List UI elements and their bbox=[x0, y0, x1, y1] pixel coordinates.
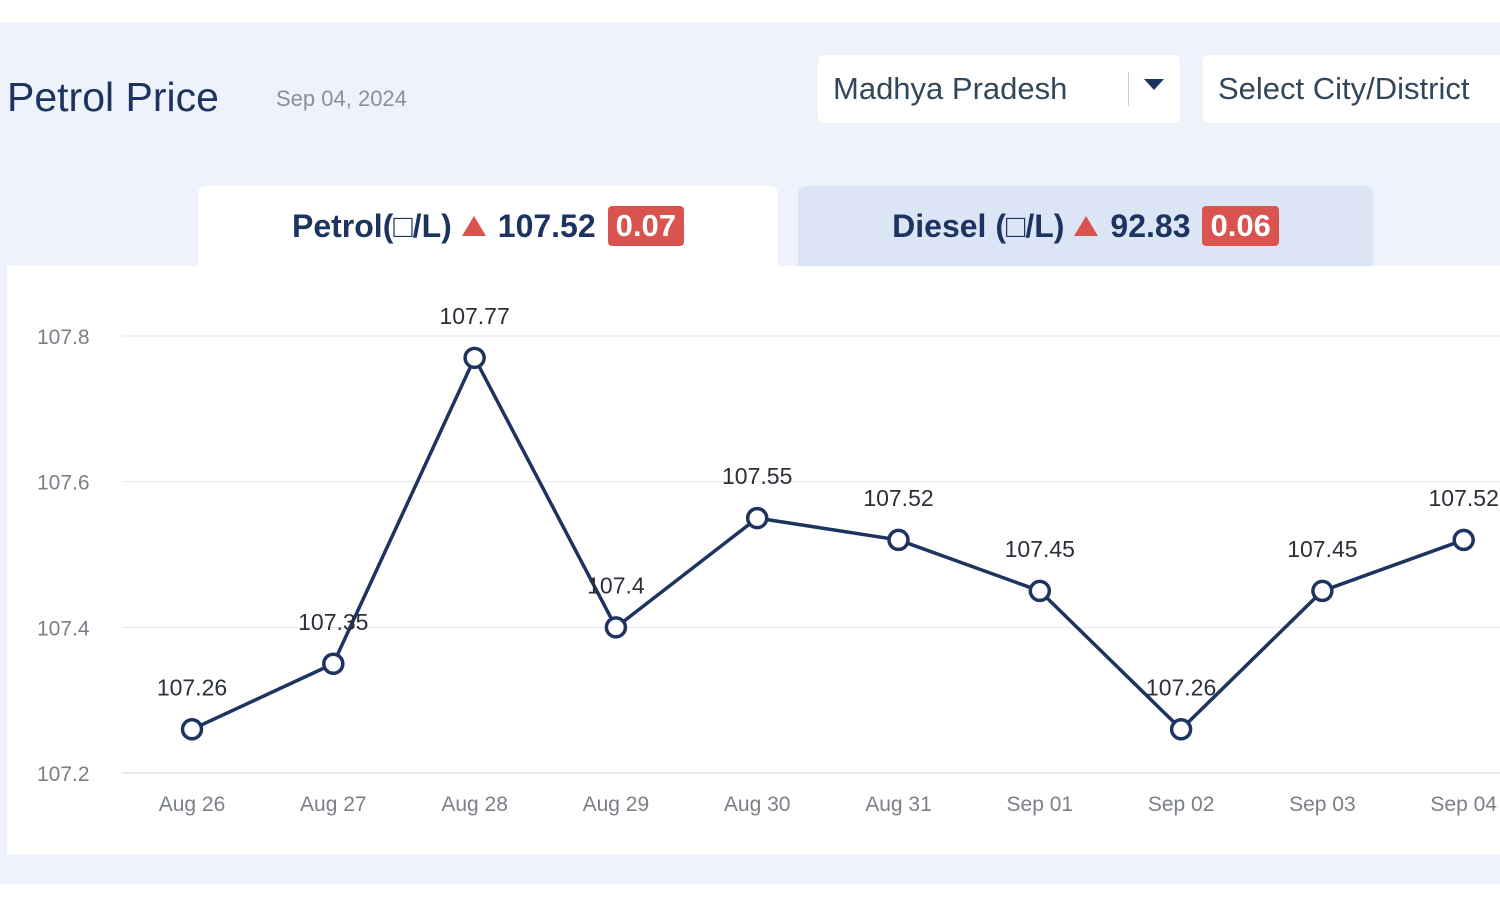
data-point bbox=[322, 652, 345, 675]
data-label: 107.52 bbox=[1429, 485, 1499, 511]
series-line bbox=[191, 356, 1465, 732]
x-tick-label: Aug 31 bbox=[865, 793, 932, 816]
x-tick-label: Aug 29 bbox=[583, 793, 650, 816]
select-divider bbox=[1128, 72, 1129, 106]
price-date: Sep 04, 2024 bbox=[276, 86, 407, 111]
x-tick-label: Aug 30 bbox=[724, 793, 791, 816]
tab-petrol-price: 107.52 bbox=[497, 207, 596, 244]
data-label: 107.35 bbox=[298, 609, 368, 635]
x-tick-label: Aug 27 bbox=[300, 793, 367, 816]
data-label: 107.4 bbox=[587, 572, 645, 598]
x-tick-label: Aug 26 bbox=[159, 793, 226, 816]
tab-petrol-change-badge: 0.07 bbox=[607, 206, 684, 246]
data-point bbox=[1169, 718, 1193, 741]
data-label: 107.52 bbox=[863, 485, 933, 511]
data-label: 107.26 bbox=[157, 674, 227, 700]
state-select-value: Madhya Pradesh bbox=[833, 71, 1068, 106]
data-label: 107.26 bbox=[1146, 674, 1216, 700]
tab-diesel-change-badge: 0.06 bbox=[1202, 206, 1279, 246]
data-point bbox=[463, 346, 486, 370]
triangle-up-icon bbox=[461, 216, 486, 236]
tab-diesel-price: 92.83 bbox=[1110, 207, 1191, 244]
x-tick-label: Sep 01 bbox=[1007, 793, 1074, 816]
data-point bbox=[604, 616, 628, 639]
data-point bbox=[745, 506, 769, 530]
x-tick-label: Sep 04 bbox=[1430, 793, 1497, 816]
data-point bbox=[887, 528, 910, 552]
price-chart-card: 107.2 107.4 107.6 107.8 Aug 26 Aug 27 Aug 28 Au… bbox=[7, 266, 1500, 854]
data-point bbox=[1452, 528, 1475, 552]
data-label: 107.45 bbox=[1005, 536, 1075, 562]
page-title: Petrol Price bbox=[7, 74, 219, 120]
tab-petrol[interactable]: Petrol(□/L) 107.52 0.07 bbox=[198, 186, 778, 266]
data-label: 107.55 bbox=[722, 463, 792, 489]
x-tick-label: Sep 03 bbox=[1289, 793, 1356, 816]
price-line-chart: 107.2 107.4 107.6 107.8 Aug 26 Aug 27 Aug 28 Au… bbox=[37, 303, 1500, 816]
tab-diesel-label: Diesel (□/L) bbox=[892, 207, 1065, 244]
y-tick-label: 107.2 bbox=[37, 763, 90, 786]
data-point bbox=[1311, 579, 1334, 603]
chevron-down-icon[interactable] bbox=[1144, 79, 1164, 90]
y-tick-label: 107.8 bbox=[37, 326, 90, 349]
city-select-placeholder: Select City/District bbox=[1218, 71, 1470, 106]
tab-diesel[interactable]: Diesel (□/L) 92.83 0.06 bbox=[798, 186, 1373, 266]
triangle-up-icon bbox=[1074, 216, 1099, 236]
state-select[interactable]: Madhya Pradesh bbox=[818, 55, 1180, 123]
data-point bbox=[180, 718, 204, 741]
y-tick-label: 107.4 bbox=[37, 617, 90, 640]
y-tick-label: 107.6 bbox=[37, 472, 90, 495]
tab-petrol-label: Petrol(□/L) bbox=[292, 207, 452, 244]
data-label: 107.45 bbox=[1287, 536, 1357, 562]
city-select[interactable]: Select City/District bbox=[1203, 55, 1500, 123]
data-label: 107.77 bbox=[439, 303, 509, 329]
data-point bbox=[1028, 579, 1052, 603]
x-tick-label: Aug 28 bbox=[441, 793, 508, 816]
x-tick-label: Sep 02 bbox=[1148, 793, 1215, 816]
